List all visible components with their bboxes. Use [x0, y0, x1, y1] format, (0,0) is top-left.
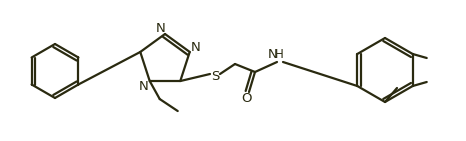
Text: N: N: [191, 41, 200, 54]
Text: H: H: [274, 49, 283, 61]
Text: N: N: [156, 21, 166, 35]
Text: N: N: [139, 80, 149, 92]
Text: O: O: [242, 92, 252, 105]
Text: S: S: [211, 70, 219, 82]
Text: N: N: [268, 49, 278, 61]
